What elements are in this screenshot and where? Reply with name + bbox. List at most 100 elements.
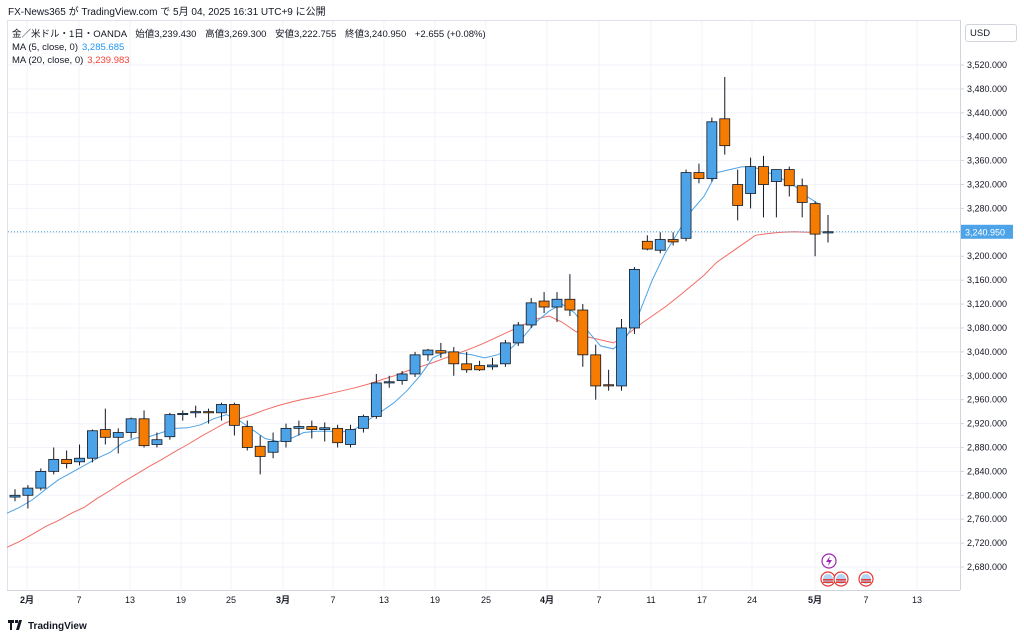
close-label: 終値	[344, 29, 364, 40]
candle-body	[74, 457, 85, 463]
high-value: 3,269.300	[224, 29, 267, 40]
candle-body	[538, 300, 550, 308]
tradingview-logo-icon	[8, 620, 24, 633]
price-axis[interactable]	[960, 20, 1024, 590]
candle-body	[396, 373, 408, 381]
y-tick-label: 2,840.000	[967, 466, 1007, 476]
y-tick-label: 2,960.000	[967, 395, 1007, 405]
ma5-line	[6, 166, 821, 514]
candle-body	[267, 441, 279, 453]
candle-body	[654, 239, 666, 251]
candle-body	[474, 365, 485, 371]
candle-body	[448, 351, 460, 365]
candle-body	[732, 184, 744, 206]
candle-body	[706, 121, 718, 179]
x-tick-label: 17	[697, 595, 707, 605]
low-label: 安値	[275, 29, 295, 40]
publish-header: FX-News365 が TradingView.com で 5月 04, 20…	[8, 7, 326, 18]
y-tick-label: 2,920.000	[967, 419, 1007, 429]
y-tick-label: 3,000.000	[967, 371, 1007, 381]
x-tick-label: 13	[912, 595, 922, 605]
candle-body	[9, 494, 21, 498]
y-tick-label: 3,480.000	[967, 84, 1007, 94]
candle-body	[499, 342, 511, 365]
y-tick-label: 3,360.000	[967, 156, 1007, 166]
candle-body	[525, 302, 537, 326]
x-tick-label: 24	[747, 595, 757, 605]
x-tick-label: 13	[379, 595, 389, 605]
candle-body	[512, 324, 524, 344]
ma5-label: MA (5, close, 0)	[12, 42, 78, 53]
x-tick-label: 13	[125, 595, 135, 605]
candle-body	[693, 172, 705, 179]
us-flag-icon	[861, 581, 871, 583]
candle-body	[745, 166, 756, 194]
candle-body	[422, 349, 434, 356]
time-axis[interactable]	[7, 590, 960, 613]
ma20-row[interactable]: MA (20, close, 0) 3,239.983	[12, 54, 486, 67]
tradingview-footer[interactable]: TradingView	[8, 620, 87, 633]
y-tick-label: 2,800.000	[967, 490, 1007, 500]
candle-body	[241, 426, 253, 448]
y-tick-label: 3,080.000	[967, 323, 1007, 333]
candle-body	[99, 429, 111, 438]
y-tick-label: 3,520.000	[967, 60, 1007, 70]
candle-body	[190, 411, 202, 414]
candle-body	[345, 429, 356, 445]
candle-body	[293, 426, 305, 429]
candle-body	[370, 382, 382, 417]
currency-button[interactable]: USD	[965, 24, 1017, 42]
candle-body	[358, 415, 369, 429]
us-flag-icon	[823, 581, 833, 583]
candle-body	[809, 203, 821, 235]
x-tick-label: 7	[863, 595, 868, 605]
last-price-box	[961, 224, 1013, 239]
candle-body	[203, 411, 214, 414]
x-tick-label: 2月	[20, 595, 34, 605]
candle-body	[822, 231, 834, 234]
x-tick-label: 19	[430, 595, 440, 605]
last-price-label: 3,240.950	[965, 227, 1005, 237]
candle-body	[151, 439, 163, 445]
y-tick-label: 3,400.000	[967, 132, 1007, 142]
y-tick-label: 3,200.000	[967, 251, 1007, 261]
y-tick-label: 2,880.000	[967, 442, 1007, 452]
candle-body	[228, 404, 240, 426]
candle-body	[758, 166, 769, 185]
candle-body	[332, 427, 344, 444]
ma5-row[interactable]: MA (5, close, 0) 3,285.685	[12, 41, 486, 54]
us-flag-icon	[836, 581, 846, 583]
plot-area[interactable]	[7, 20, 960, 590]
candle-body	[306, 426, 318, 430]
candle-body	[35, 470, 47, 489]
candle-body	[770, 169, 782, 182]
y-tick-label: 2,680.000	[967, 562, 1007, 572]
candle-body	[383, 381, 395, 384]
ma20-line	[6, 231, 820, 548]
y-tick-label: 2,760.000	[967, 514, 1007, 524]
candle-body	[551, 298, 563, 308]
x-tick-label: 25	[481, 595, 491, 605]
candle-body	[577, 309, 589, 356]
tradingview-brand: TradingView	[28, 621, 87, 632]
candle-body	[87, 430, 98, 459]
us-flag-icon	[861, 579, 871, 581]
candle-body	[22, 487, 34, 496]
x-tick-label: 5月	[808, 595, 822, 605]
candle-body	[487, 364, 498, 368]
candle-body	[629, 268, 640, 329]
symbol-label[interactable]: 金／米ドル・1日・OANDA	[12, 29, 127, 40]
candle-body	[783, 169, 795, 187]
x-tick-label: 19	[176, 595, 186, 605]
candle-body	[254, 445, 266, 457]
candle-body	[48, 459, 60, 472]
candle-body	[112, 432, 124, 438]
candle-body	[680, 172, 692, 239]
us-flag-icon	[823, 579, 833, 581]
candle-body	[319, 427, 331, 430]
ohlc-row[interactable]: 金／米ドル・1日・OANDA 始値3,239.430 高値3,269.300 安…	[12, 28, 486, 41]
close-value: 3,240.950	[363, 29, 407, 40]
candle-body	[280, 427, 292, 442]
ma20-value: 3,239.983	[87, 55, 130, 66]
